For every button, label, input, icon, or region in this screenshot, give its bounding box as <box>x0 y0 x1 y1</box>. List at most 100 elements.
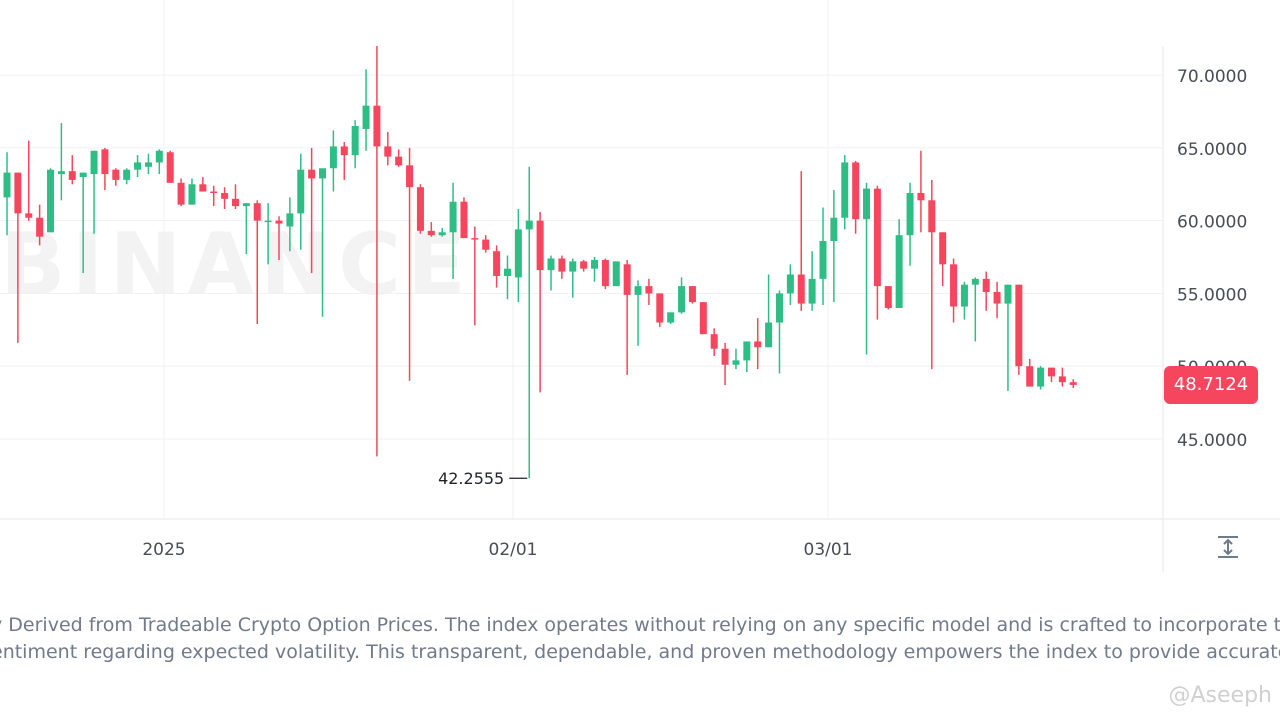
candle-body <box>123 169 131 180</box>
candle-body <box>3 172 11 198</box>
candle-body <box>351 126 359 156</box>
candle-body <box>471 238 479 240</box>
candle-body <box>340 146 348 156</box>
y-tick-label: 55.0000 <box>1177 285 1247 305</box>
current-price-badge: 48.7124 <box>1164 366 1258 404</box>
description-line-1: y Derived from Tradeable Crypto Option P… <box>0 614 1280 636</box>
candle-body <box>275 220 283 224</box>
candle-body <box>743 341 751 361</box>
candle-body <box>884 286 892 308</box>
candle-body <box>993 291 1001 304</box>
chart-canvas[interactable]: 45.000050.000055.000060.000065.000070.00… <box>0 0 1280 600</box>
candle-body <box>612 261 620 287</box>
candle-body <box>1037 367 1045 387</box>
candle-body <box>384 146 392 157</box>
candle-body <box>210 191 218 194</box>
candle-body <box>36 217 44 237</box>
candle-body <box>297 169 305 214</box>
candle-body <box>199 184 207 192</box>
candle-body <box>710 334 718 349</box>
candle-body <box>863 188 871 220</box>
candle-body <box>514 229 522 278</box>
y-tick-label: 65.0000 <box>1177 140 1247 160</box>
candle-body <box>895 235 903 308</box>
candle-body <box>416 187 424 231</box>
candle-body <box>503 268 511 276</box>
candle-body <box>1026 366 1034 387</box>
candle-body <box>960 284 968 307</box>
candle-body <box>242 203 250 207</box>
candle-body <box>438 232 446 236</box>
candle-body <box>558 258 566 272</box>
candle-body <box>873 188 881 287</box>
candle-body <box>362 105 370 129</box>
x-tick-label: 02/01 <box>489 540 538 560</box>
candle-body <box>667 312 675 323</box>
candle-body <box>329 146 337 169</box>
candle-body <box>286 213 294 227</box>
candle-body <box>1069 382 1077 385</box>
candle-body <box>841 162 849 218</box>
y-tick-label: 45.0000 <box>1177 431 1247 451</box>
candle-body <box>221 192 229 199</box>
candle-body <box>1047 367 1055 377</box>
candle-body <box>68 171 76 180</box>
candle-body <box>188 184 196 205</box>
candle-body <box>591 259 599 269</box>
price-chart[interactable]: BINANCE 45.000050.000055.000060.000065.0… <box>0 0 1280 600</box>
candle-body <box>950 264 958 307</box>
fit-screen-icon[interactable] <box>1214 533 1242 561</box>
candle-body <box>79 172 87 177</box>
candle-body <box>928 200 936 233</box>
candle-body <box>460 201 468 239</box>
candle-body <box>525 220 533 230</box>
candle-body <box>536 220 544 271</box>
candle-body <box>1015 284 1023 367</box>
candle-body <box>688 286 696 303</box>
candle-body <box>449 201 457 233</box>
candle-body <box>25 213 33 218</box>
candle-body <box>90 150 98 175</box>
author-handle: @Aseeph <box>1168 683 1273 708</box>
candle-body <box>264 220 272 223</box>
candle-body <box>493 251 501 276</box>
candle-body <box>808 278 816 304</box>
candle-body <box>134 162 142 170</box>
candle-body <box>547 258 555 271</box>
candle-body <box>917 192 925 201</box>
candle-body <box>1058 376 1066 383</box>
candle-body <box>101 149 109 175</box>
candle-body <box>797 274 805 304</box>
min-price-label: 42.2555 <box>438 469 504 488</box>
candle-body <box>623 264 631 295</box>
index-description: y Derived from Tradeable Crypto Option P… <box>0 612 1280 666</box>
candle-body <box>830 217 838 242</box>
candle-body <box>765 322 773 348</box>
y-tick-label: 70.0000 <box>1177 67 1247 87</box>
candle-body <box>645 286 653 294</box>
candle-body <box>231 198 239 207</box>
candle-body <box>775 293 783 323</box>
candle-body <box>406 165 414 188</box>
candle-body <box>656 293 664 323</box>
candle-body <box>852 162 860 220</box>
candle-body <box>47 169 55 233</box>
candle-body <box>819 241 827 279</box>
candle-body <box>112 169 120 180</box>
candle-body <box>177 182 185 205</box>
candle-body <box>253 203 261 221</box>
candle-body <box>395 156 403 166</box>
candle-body <box>906 192 914 236</box>
candle-body <box>319 168 327 179</box>
candle-body <box>427 230 435 236</box>
candle-body <box>699 302 707 335</box>
candle-body <box>580 261 588 269</box>
candle-body <box>144 162 152 167</box>
description-line-2: entiment regarding expected volatility. … <box>0 641 1280 663</box>
candle-body <box>155 150 163 163</box>
candle-body <box>308 169 316 179</box>
candle-body <box>373 105 381 147</box>
candle-body <box>14 172 22 214</box>
candle-body <box>732 360 740 365</box>
candle-body <box>569 261 577 272</box>
